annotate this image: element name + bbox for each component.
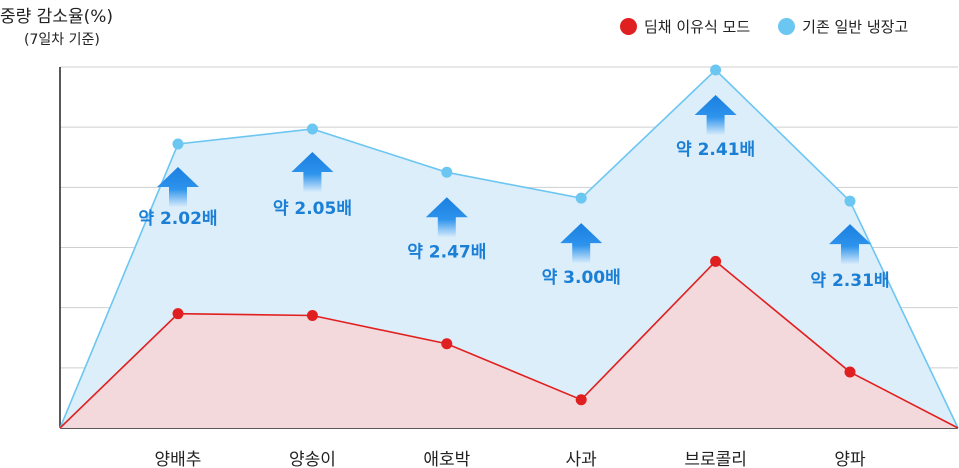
up-arrow-icon	[694, 95, 737, 136]
data-point	[575, 192, 587, 204]
legend-item-dimchae: 딤채 이유식 모드	[620, 16, 750, 37]
multiplier-label: 약 3.00배	[542, 267, 621, 288]
data-point	[172, 138, 184, 150]
series-points	[172, 64, 856, 406]
legend: 딤채 이유식 모드 기존 일반 냉장고	[620, 16, 936, 37]
multiplier-label: 약 2.02배	[138, 208, 217, 229]
multiplier-label: 약 2.47배	[407, 241, 486, 262]
data-point	[172, 308, 184, 320]
x-tick-label: 양파	[834, 450, 866, 468]
category-labels: 양배추 양송이 애호박 사과 브로콜리 양파	[155, 450, 866, 468]
legend-dot-red	[620, 18, 637, 35]
multiplier-label: 약 2.05배	[273, 198, 352, 219]
multiplier-label: 약 2.41배	[676, 139, 755, 160]
data-point	[306, 123, 318, 135]
x-tick-label: 애호박	[423, 450, 470, 468]
data-point	[575, 394, 587, 406]
up-arrow-icon	[829, 224, 871, 265]
legend-label: 기존 일반 냉장고	[802, 18, 909, 36]
y-axis-title: 중량 감소율(%)	[0, 7, 114, 27]
data-point	[710, 64, 722, 76]
up-arrow-icon	[425, 197, 468, 238]
y-axis-subtitle: (7일차 기준)	[24, 32, 100, 48]
multiplier-label: 약 2.31배	[810, 270, 889, 291]
series-areas	[60, 70, 958, 428]
series-area	[60, 261, 958, 428]
data-point	[844, 195, 856, 207]
x-tick-label: 브로콜리	[684, 450, 747, 468]
data-point	[844, 366, 856, 378]
x-tick-label: 양송이	[289, 450, 336, 468]
up-arrow-icon	[291, 151, 334, 192]
legend-dot-blue	[778, 18, 796, 35]
data-point	[441, 166, 453, 178]
series-line	[59, 68, 959, 429]
x-tick-label: 양배추	[155, 450, 202, 468]
up-arrow-icon	[157, 167, 199, 208]
up-arrow-icon	[560, 223, 603, 264]
legend-item-regular: 기존 일반 냉장고	[778, 16, 908, 37]
data-point	[441, 338, 453, 350]
series-lines	[59, 68, 959, 429]
legend-label: 딤채 이유식 모드	[644, 18, 751, 36]
data-point	[306, 309, 318, 321]
x-tick-label: 사과	[566, 450, 598, 468]
data-point	[710, 255, 722, 267]
series-line	[59, 260, 959, 429]
